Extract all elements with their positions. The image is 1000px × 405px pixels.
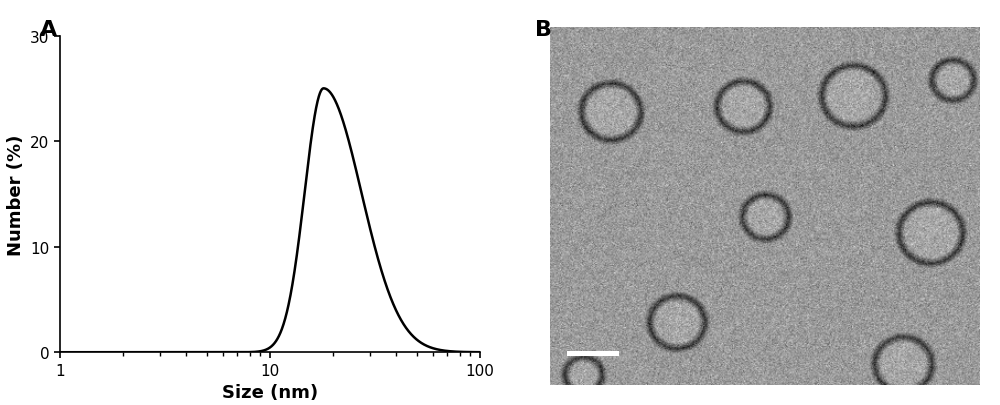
Text: A: A [40, 20, 57, 40]
FancyBboxPatch shape [567, 351, 619, 356]
Y-axis label: Number (%): Number (%) [7, 134, 25, 255]
X-axis label: Size (nm): Size (nm) [222, 383, 318, 401]
Text: B: B [535, 20, 552, 40]
